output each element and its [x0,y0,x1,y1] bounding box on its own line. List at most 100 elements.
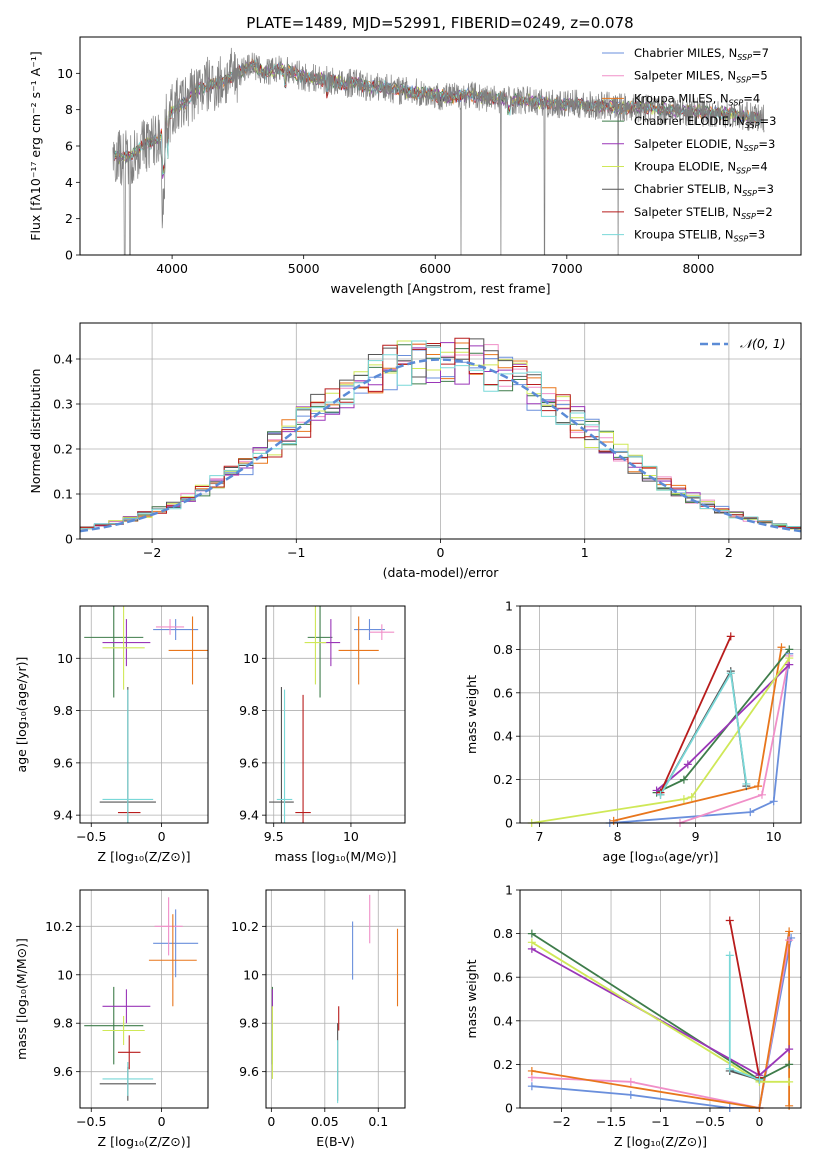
y-tick-label: 9.8 [53,703,73,718]
weight-point-marker [626,1090,635,1099]
y-tick-label: 0 [65,532,73,547]
y-tick-label: 0.2 [493,1057,513,1072]
axes-frame [79,36,802,256]
legend-label: Chabrier STELIB, NSSP=3 [634,182,774,198]
y-tick-label: 10 [57,66,73,81]
x-axis-label: (data-model)/error [383,565,500,580]
y-tick-label: 8 [65,102,73,117]
weight-point-marker [725,916,734,925]
axes-age-vs-mass: 9.5 10 9.4 9.6 9.8 10 mass [log₁₀(M/M⊙)] [239,605,406,864]
weight-point-marker [527,1066,536,1075]
weight-point-marker [742,779,751,788]
y-tick-label: 9.6 [239,755,259,770]
y-tick-label: 10.2 [231,919,259,934]
weight-point-marker [746,808,755,817]
y-tick-label: 0.6 [493,685,513,700]
x-tick-label: 0.05 [311,1114,339,1129]
axes-frame [519,605,802,824]
y-tick-label: 9.6 [239,1064,259,1079]
legend-value: =4 [743,91,760,105]
x-axis-label: Z [log₁₀(Z/Z⊙)] [614,1134,707,1149]
x-tick-label: −1 [287,545,305,560]
plot-area-spectrum [112,47,765,255]
axes-mass-vs-EBV: 0 0.05 0.1 9.6 9.8 10 10.2 E(B-V) [231,889,406,1149]
y-tick-label: 0.2 [493,772,513,787]
y-tick-label: 10 [243,651,259,666]
x-tick-label: 10 [766,829,782,844]
axes-frame [265,605,406,824]
legend-subscript: SSP [736,76,751,85]
y-tick-label: 0 [505,816,513,831]
plot-area-weight-vs-Z [531,920,792,1108]
legend-value: =2 [756,205,773,219]
y-axis-label: mass [log₁₀(M/M⊙)] [14,938,29,1060]
axes-frame [79,889,209,1109]
y-tick-label: 0.8 [493,642,513,657]
y-tick-label: 9.6 [53,1064,73,1079]
legend-value: =3 [758,137,775,151]
y-axis-label: mass weight [464,959,479,1038]
x-tick-label: −1 [651,1114,669,1129]
y-tick-label: 6 [65,139,73,154]
x-axis-label: E(B-V) [316,1134,355,1149]
weight-series-line [531,931,790,1108]
weight-point-marker [725,951,734,960]
y-axis-label: mass weight [464,675,479,754]
weight-point-marker [626,1077,635,1086]
x-tick-label: 5000 [288,261,320,276]
legend-value: =3 [760,114,777,128]
weight-point-marker [785,654,794,663]
x-axis-label: wavelength [Angstrom, rest frame] [330,281,550,296]
y-tick-label: 9.8 [53,1016,73,1031]
axes-age-vs-Z: −0.5 0 9.4 9.6 9.8 10 Z [log₁₀(Z/Z⊙)] age [log₁… [14,605,209,864]
x-tick-label: 0 [267,1114,275,1129]
x-tick-label: 0 [158,1114,166,1129]
plot-area-residuals [80,337,801,533]
legend-subscript: SSP [736,167,751,176]
legend-label: 𝒩(0, 1) [740,336,786,351]
x-tick-label: 1 [581,545,589,560]
weight-point-marker [755,1075,764,1084]
weight-point-marker [687,792,696,801]
y-tick-label: 10.2 [45,919,73,934]
y-tick-label: 0.2 [53,442,73,457]
legend-subscript: SSP [742,189,757,198]
weight-point-marker [785,1060,794,1069]
y-tick-label: 10 [57,651,73,666]
legend-subscript: SSP [734,235,749,244]
legend-value: =3 [748,228,765,242]
y-tick-label: 9.8 [239,703,259,718]
legend-subscript: SSP [729,98,744,107]
weight-point-marker [785,645,794,654]
x-tick-label: −1.5 [596,1114,626,1129]
x-tick-label: 0.1 [368,1114,388,1129]
weight-point-marker [656,790,665,799]
figure-title: PLATE=1489, MJD=52991, FIBERID=0249, z=0… [246,14,633,32]
y-tick-label: 4 [65,175,73,190]
legend-subscript: SSP [737,53,752,62]
x-tick-label: 0 [755,1114,763,1129]
axes-frame [265,889,406,1109]
legend-value: =7 [752,46,769,60]
y-axis-label: age [log₁₀(age/yr)] [14,657,29,773]
x-tick-label: 9 [692,829,700,844]
x-axis-label: age [log₁₀(age/yr)] [603,849,719,864]
weight-series-line [659,636,732,793]
y-tick-label: 0.4 [493,729,513,744]
weight-point-marker [785,927,794,936]
x-tick-label: 7000 [551,261,583,276]
x-tick-label: 6000 [419,261,451,276]
weight-point-marker [527,929,536,938]
y-tick-label: 9.6 [53,755,73,770]
weight-point-marker [754,782,763,791]
legend-label: Chabrier MILES, NSSP=7 [634,46,769,62]
legend-value: =5 [751,69,768,83]
y-tick-label: 0 [505,1101,513,1116]
x-tick-label: −0.5 [76,1114,106,1129]
x-tick-label: 8000 [682,261,714,276]
weight-series-line [531,657,791,823]
x-tick-label: −0.5 [695,1114,725,1129]
weight-point-marker [683,760,692,769]
legend-label: Salpeter MILES, NSSP=5 [634,69,768,85]
